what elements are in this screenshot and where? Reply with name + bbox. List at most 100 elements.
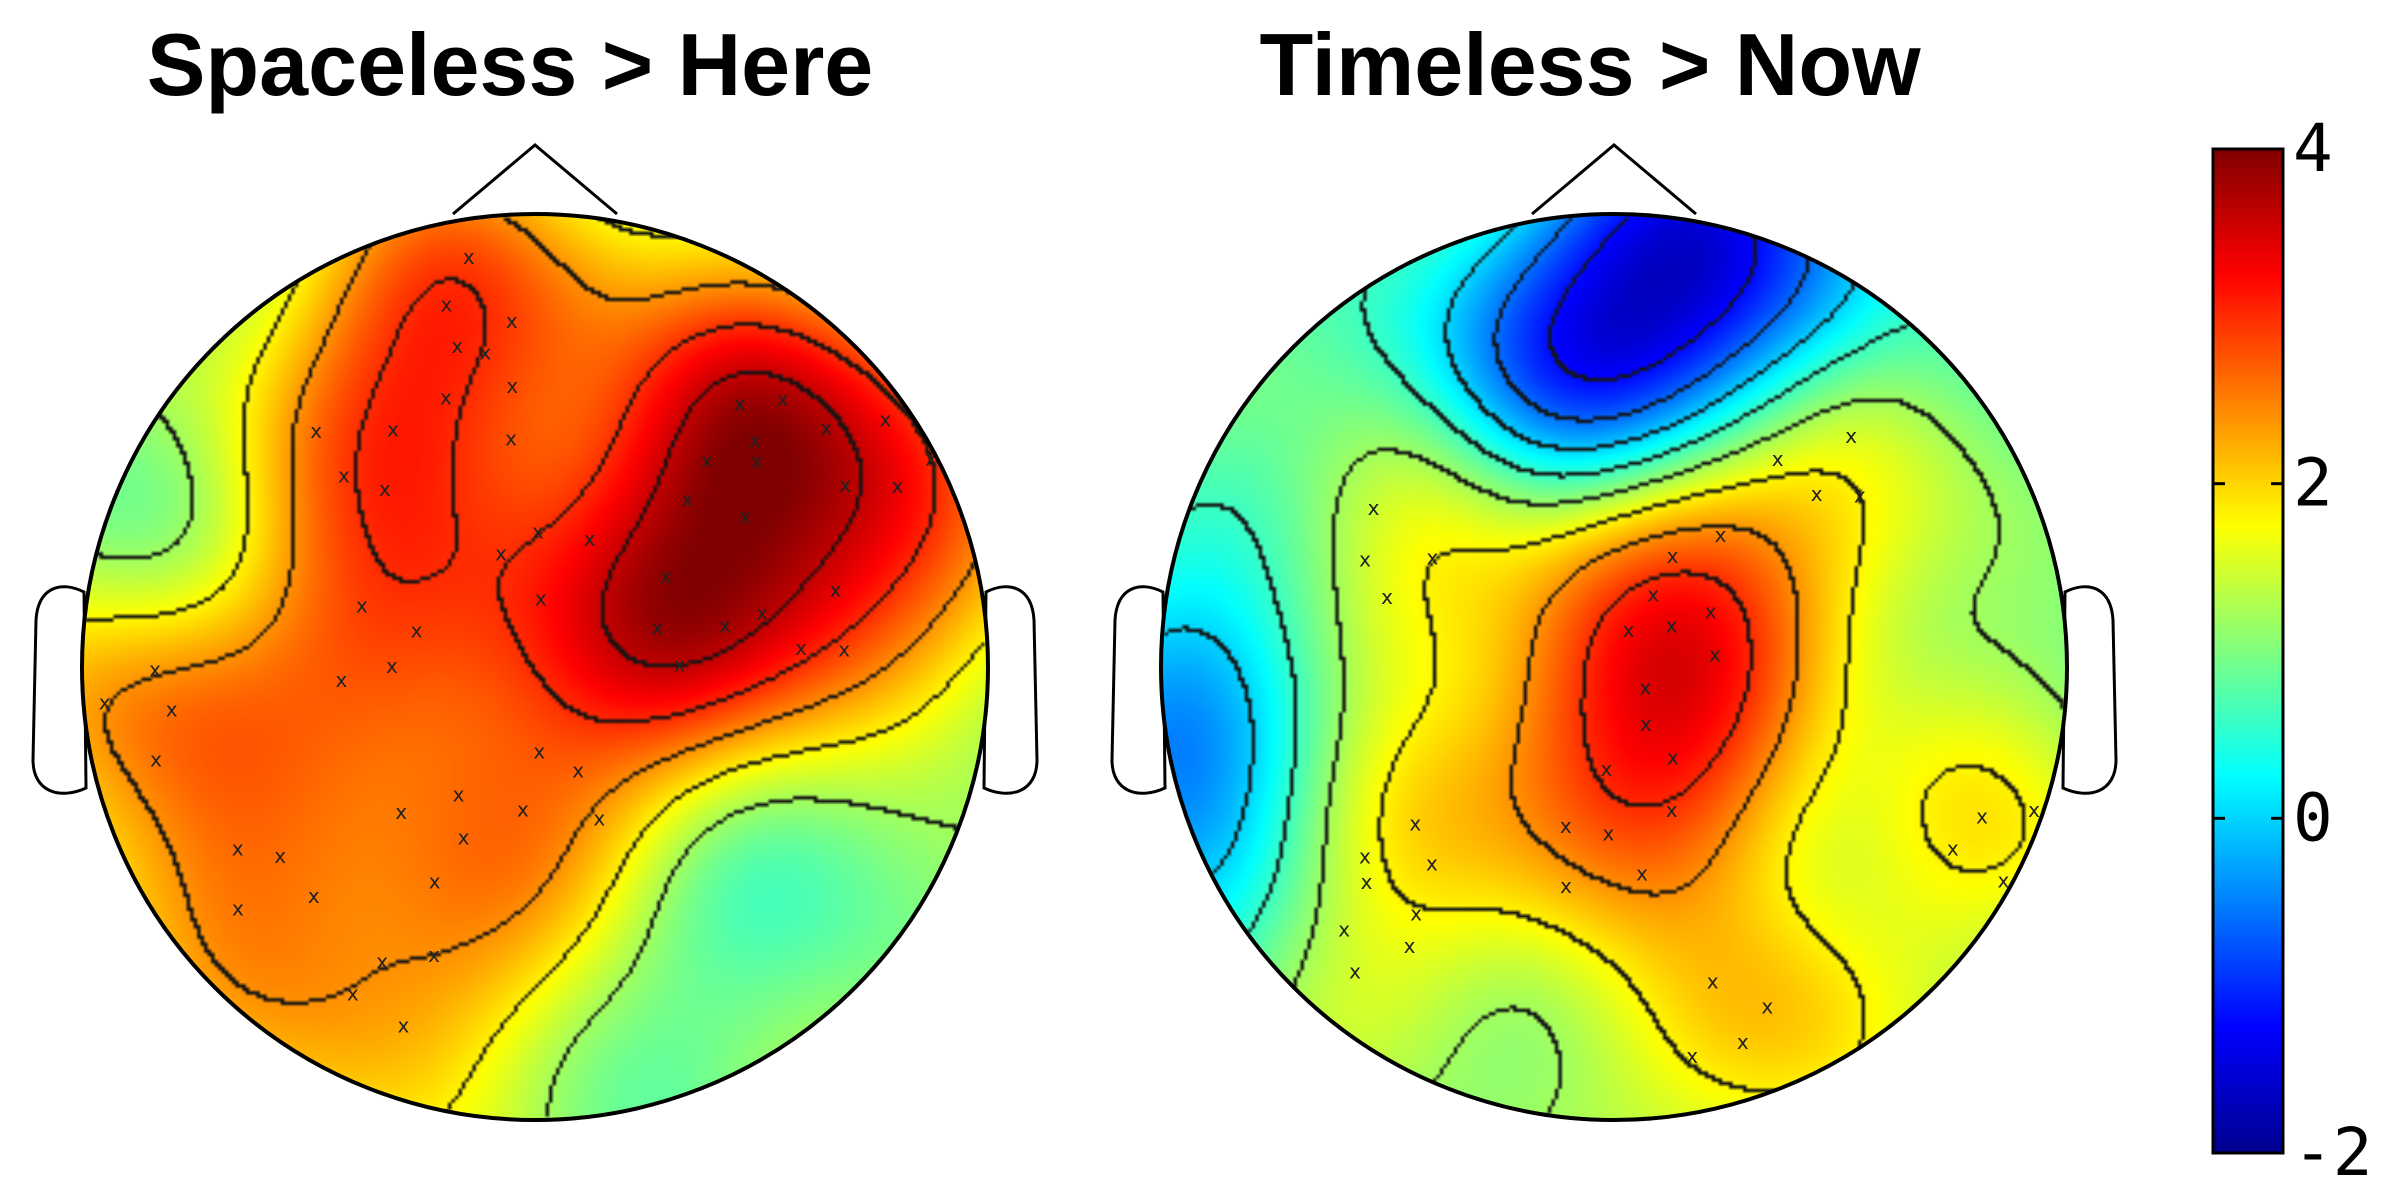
chart-title-left: Spaceless > Here	[146, 15, 874, 114]
electrode-marker: x	[593, 807, 605, 831]
electrode-marker: x	[892, 474, 904, 498]
electrode-marker: x	[838, 637, 850, 661]
electrode-marker: x	[458, 826, 470, 850]
electrode-marker: x	[440, 292, 452, 316]
electrode-marker: x	[1667, 746, 1679, 770]
electrode-marker: x	[532, 519, 544, 543]
electrode-marker: x	[719, 613, 731, 637]
electrode-marker: x	[387, 417, 399, 441]
electrode-marker: x	[338, 464, 350, 488]
electrode-marker: x	[1359, 548, 1371, 572]
electrode-marker: x	[734, 391, 746, 415]
colorbar-tick-label: -2	[2293, 1114, 2372, 1183]
electrode-marker: x	[398, 1014, 410, 1038]
nose-left	[452, 143, 618, 216]
electrode-marker: x	[1667, 544, 1679, 568]
electrode-marker: x	[674, 653, 686, 677]
electrode-marker: x	[1666, 613, 1678, 637]
electrode-marker: x	[660, 564, 672, 588]
chart-title-right: Timeless > Now	[1259, 15, 1921, 114]
electrode-marker: x	[347, 981, 359, 1005]
electrode-marker: x	[1636, 862, 1648, 886]
electrode-marker: x	[1666, 798, 1678, 822]
ear-right-right	[2061, 585, 2118, 795]
electrode-marker: x	[1560, 874, 1572, 898]
electrode-marker: x	[1640, 712, 1652, 736]
electrode-marker: x	[379, 477, 391, 501]
electrode-marker: x	[1601, 757, 1613, 781]
electrode-marker: x	[376, 950, 388, 974]
electrode-marker: x	[336, 668, 348, 692]
electrode-marker: x	[1997, 869, 2009, 893]
electrode-marker: x	[1338, 918, 1350, 942]
electrode-marker: x	[681, 487, 693, 511]
electrode-marker: x	[428, 943, 440, 967]
electrode-marker: x	[572, 759, 584, 783]
electrode-marker: x	[506, 309, 518, 333]
nose-right	[1531, 143, 1697, 216]
head-outline-left	[80, 212, 990, 1122]
electrode-marker: x	[149, 658, 161, 682]
electrode-marker: x	[751, 449, 763, 473]
heatmap-surface-right	[1161, 214, 2067, 1120]
electrode-marker: x	[232, 896, 244, 920]
electrode-marker: x	[411, 618, 423, 642]
electrode-marker: x	[1404, 934, 1416, 958]
electrode-marker: x	[1854, 483, 1866, 507]
ear-right-left	[982, 585, 1039, 795]
ear-left-right	[1110, 585, 1167, 795]
electrode-marker: x	[429, 869, 441, 893]
electrode-marker: x	[1381, 585, 1393, 609]
electrode-marker: x	[440, 386, 452, 410]
colorbar-ticks: 4 2 0 -2	[2213, 110, 2372, 1183]
electrode-marker: x	[274, 844, 286, 868]
electrode-marker: x	[1639, 675, 1651, 699]
electrode-marker: x	[1349, 959, 1361, 983]
electrode-marker: x	[820, 416, 832, 440]
electrode-marker: x	[1976, 805, 1988, 829]
electrode-marker: x	[1686, 1044, 1698, 1068]
electrode-marker: x	[1947, 836, 1959, 860]
electrode-marker: x	[777, 387, 789, 411]
electrode-marker: x	[1560, 814, 1572, 838]
electrode-marker: x	[1707, 970, 1719, 994]
electrode-marker: x	[517, 797, 529, 821]
electrode-marker: x	[533, 740, 545, 764]
electrode-marker: x	[479, 340, 491, 364]
electrode-marker: x	[232, 836, 244, 860]
electrode-marker: x	[701, 449, 713, 473]
electrode-marker: x	[395, 800, 407, 824]
electrode-marker: x	[652, 616, 664, 640]
electrode-marker: x	[495, 542, 507, 566]
electrode-marker: x	[150, 748, 162, 772]
electrode-marker: x	[505, 427, 517, 451]
electrode-marker: x	[584, 527, 596, 551]
electrode-marker: x	[1426, 852, 1438, 876]
colorbar-gradient	[2211, 147, 2285, 1155]
head-outline-right	[1159, 212, 2069, 1122]
ear-left-left	[31, 585, 88, 795]
electrode-marker: x	[1709, 643, 1721, 667]
electrode-marker: x	[506, 374, 518, 398]
electrode-marker: x	[1647, 582, 1659, 606]
electrode-marker: x	[749, 428, 761, 452]
electrode-marker: x	[1772, 447, 1784, 471]
electrode-marker: x	[1427, 545, 1439, 569]
electrode-marker: x	[1737, 1030, 1749, 1054]
colorbar-tick-label: 2	[2293, 445, 2333, 522]
colorbar-tick-label: 4	[2293, 110, 2333, 187]
electrode-marker: x	[830, 578, 842, 602]
electrode-marker: x	[451, 334, 463, 358]
electrode-marker: x	[1409, 812, 1421, 836]
electrode-marker: x	[1761, 994, 1773, 1018]
electrode-marker: x	[308, 884, 320, 908]
electrode-marker: x	[463, 245, 475, 269]
electrode-marker: x	[879, 407, 891, 431]
colorbar: 4 2 0 -2	[2211, 110, 2372, 1183]
electrode-marker: x	[839, 473, 851, 497]
electrode-marker: x	[1705, 599, 1717, 623]
